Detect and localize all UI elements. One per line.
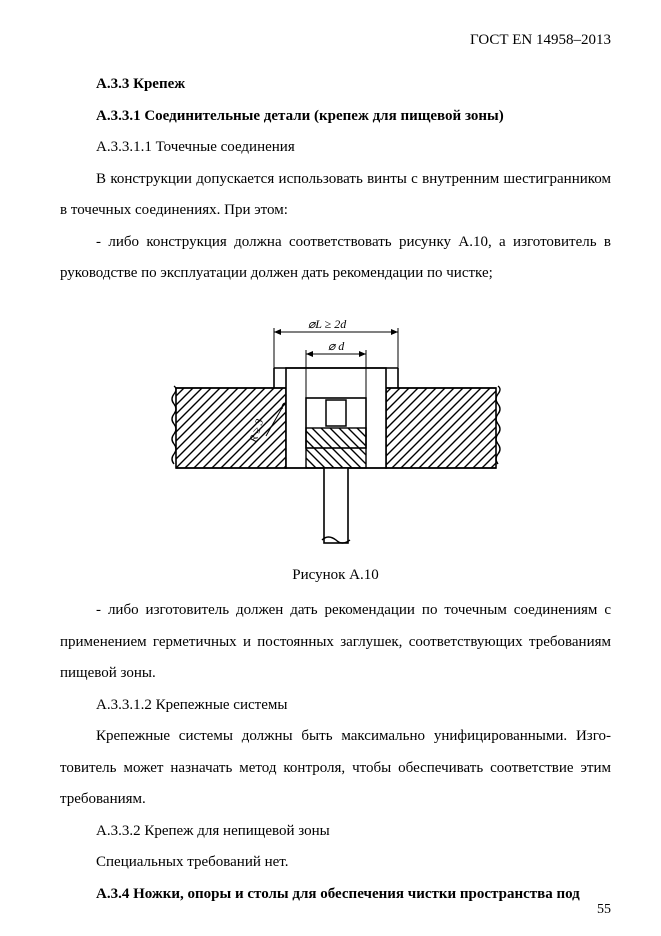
heading-a331: А.3.3.1 Соединительные детали (крепеж дл… — [60, 101, 611, 133]
document-body: А.3.3 Крепеж А.3.3.1 Соединительные дета… — [60, 69, 611, 910]
dim-d: ⌀ d — [328, 339, 345, 353]
figure-a10: ⌀ d ⌀L ≥ 2d R ≥ 3 — [60, 308, 611, 548]
page-number: 55 — [597, 902, 611, 918]
para-3: - либо изготовитель должен дать рекоменд… — [60, 595, 611, 690]
para-5: Специальных требований нет. — [60, 847, 611, 879]
heading-a332: А.3.3.2 Крепеж для непищевой зоны — [60, 816, 611, 848]
dim-L: ⌀L ≥ 2d — [308, 317, 347, 331]
para-1: В конструкции допускается использовать в… — [60, 164, 611, 227]
heading-a3312: А.3.3.1.2 Крепежные системы — [60, 690, 611, 722]
para-2: - либо конструкция должна соответствоват… — [60, 227, 611, 290]
figure-svg: ⌀ d ⌀L ≥ 2d R ≥ 3 — [156, 308, 516, 548]
para-4: Крепежные системы должны быть максимальн… — [60, 721, 611, 816]
doc-header: ГОСТ EN 14958–2013 — [60, 32, 611, 49]
heading-a3311: А.3.3.1.1 Точечные соединения — [60, 132, 611, 164]
heading-a33: А.3.3 Крепеж — [60, 69, 611, 101]
heading-a34: А.3.4 Ножки, опоры и столы для обеспечен… — [60, 879, 611, 911]
figure-caption: Рисунок А.10 — [60, 560, 611, 592]
